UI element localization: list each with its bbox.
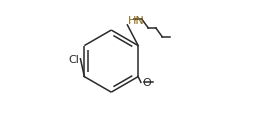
Text: O: O	[142, 78, 151, 88]
Text: Cl: Cl	[68, 54, 79, 64]
Text: HN: HN	[128, 16, 145, 25]
